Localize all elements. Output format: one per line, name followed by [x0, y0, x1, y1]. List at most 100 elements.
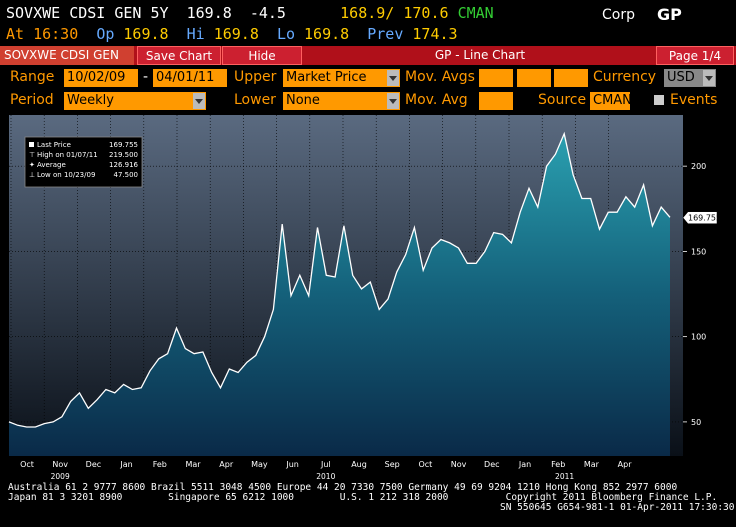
y-tick-label: 50 — [691, 418, 701, 427]
range-separator: - — [143, 69, 149, 85]
upper-label: Upper — [234, 69, 277, 85]
x-tick-label: Jan — [119, 460, 132, 469]
at-label: At — [6, 25, 25, 43]
y-tick-label: 100 — [691, 333, 706, 342]
chevron-down-icon[interactable] — [193, 93, 205, 109]
high-marker-icon: ⊤ — [29, 151, 35, 159]
hi-label: Hi — [186, 25, 205, 43]
x-tick-label: Jan — [518, 460, 531, 469]
period-value: Weekly — [67, 93, 114, 108]
range-end-input[interactable]: 04/01/11 — [153, 69, 227, 87]
x-tick-label: Oct — [418, 460, 432, 469]
save-chart-button[interactable]: Save Chart — [137, 46, 221, 65]
lower-label: Lower — [234, 92, 276, 108]
y-axis: 50 100 150 200 — [683, 162, 706, 427]
x-tick-label: Jun — [285, 460, 299, 469]
footer-serial: SN 550645 G654-981-1 01-Apr-2011 17:30:3… — [500, 502, 735, 513]
currency-label: Currency — [593, 69, 657, 85]
lower-value: None — [286, 93, 320, 108]
mov-avg-lower-input[interactable] — [479, 92, 513, 110]
chevron-down-icon[interactable] — [387, 70, 399, 86]
function-code: GP — [657, 5, 682, 24]
period-label: Period — [10, 92, 54, 108]
menubar: SOVXWE CDSI GEN Save Chart Hide GP - Lin… — [0, 46, 736, 65]
legend: Last Price 169.755 ⊤ High on 01/07/11 21… — [24, 136, 143, 188]
low-marker-icon: ⊥ — [29, 171, 35, 179]
range-start-input[interactable]: 10/02/09 — [64, 69, 138, 87]
currency-value: USD — [667, 70, 695, 85]
events-checkbox[interactable] — [654, 95, 664, 105]
x-tick-label: Mar — [185, 460, 201, 469]
y-tick-label: 200 — [691, 162, 706, 171]
at-value: 16:30 — [33, 25, 79, 43]
chevron-down-icon[interactable] — [387, 93, 399, 109]
op-label: Op — [96, 25, 115, 43]
source-input[interactable]: CMAN — [590, 92, 632, 110]
x-year-label: 2011 — [555, 472, 574, 481]
chevron-down-icon[interactable] — [703, 70, 715, 86]
legend-high-value: 219.500 — [109, 151, 138, 159]
security-tab[interactable]: SOVXWE CDSI GEN — [0, 46, 134, 65]
op-value: 169.8 — [123, 25, 169, 43]
legend-low-value: 47.500 — [114, 171, 139, 179]
upper-value: Market Price — [286, 70, 367, 85]
legend-high: High on 01/07/11 — [37, 151, 98, 159]
ticker: SOVXWE CDSI GEN 5Y — [6, 4, 169, 22]
x-year-label: 2009 — [51, 472, 70, 481]
x-tick-label: Oct — [20, 460, 34, 469]
page-indicator[interactable]: Page 1/4 — [656, 46, 734, 65]
average-marker-icon: ✦ — [29, 161, 35, 169]
x-tick-label: Dec — [86, 460, 101, 469]
mov-avg-1-input[interactable] — [479, 69, 513, 87]
legend-average-value: 126.916 — [109, 161, 138, 169]
lo-value: 169.8 — [304, 25, 350, 43]
x-tick-label: Nov — [52, 460, 68, 469]
prev-value: 174.3 — [412, 25, 458, 43]
legend-low: Low on 10/23/09 — [37, 171, 95, 179]
bid-ask: 168.9/ 170.6 — [340, 4, 449, 22]
change: -4.5 — [249, 4, 286, 22]
price-area — [9, 133, 670, 457]
quote-row: At 16:30 Op 169.8 Hi 169.8 Lo 169.8 Prev… — [6, 25, 458, 43]
last-price-tag: 169.755 — [682, 211, 721, 224]
range-label: Range — [10, 69, 55, 85]
x-tick-label: Feb — [153, 460, 167, 469]
chart-title: GP - Line Chart — [434, 48, 526, 62]
period-select[interactable]: Weekly — [64, 92, 206, 110]
mov-avg-3-input[interactable] — [554, 69, 588, 87]
pricing-source: CMAN — [457, 4, 494, 22]
footer-contacts-1: Australia 61 2 9777 8600 Brazil 5511 304… — [8, 482, 678, 493]
footer-contacts-2: Japan 81 3 3201 8900 Singapore 65 6212 1… — [8, 492, 718, 503]
x-axis: Oct Nov Dec Jan Feb Mar Apr May Jun Jul Aug Sep Oct N… — [20, 460, 632, 481]
x-tick-label: Apr — [219, 460, 234, 469]
x-tick-label: Sep — [385, 460, 400, 469]
price-line-chart[interactable]: 50 100 150 200 Oct Nov Dec Jan Feb Mar Apr May Jun J… — [7, 113, 729, 519]
chart-controls: Range 10/02/09 - 04/01/11 Upper Market P… — [0, 66, 736, 112]
market-sector: Corp — [602, 7, 635, 23]
currency-select[interactable]: USD — [664, 69, 716, 87]
last-price-tag-value: 169.755 — [688, 214, 721, 223]
upper-select[interactable]: Market Price — [283, 69, 400, 87]
x-tick-label: Jul — [320, 460, 331, 469]
hide-button[interactable]: Hide — [222, 46, 302, 65]
x-tick-label: Apr — [618, 460, 633, 469]
x-tick-label: May — [251, 460, 268, 469]
mov-avgs-label: Mov. Avgs — [405, 69, 475, 85]
hi-value: 169.8 — [213, 25, 259, 43]
price-line — [8, 131, 671, 428]
legend-average: Average — [37, 161, 66, 169]
x-tick-label: Aug — [351, 460, 367, 469]
legend-last-price: Last Price — [37, 141, 71, 149]
x-tick-label: Dec — [484, 460, 499, 469]
prev-label: Prev — [367, 25, 404, 43]
header-row: SOVXWE CDSI GEN 5Y 169.8 -4.5 168.9/ 170… — [6, 4, 494, 22]
last-price-swatch — [29, 142, 34, 147]
price: 169.8 — [186, 4, 232, 22]
mov-avg-label: Mov. Avg — [405, 92, 468, 108]
mov-avg-2-input[interactable] — [517, 69, 551, 87]
lower-select[interactable]: None — [283, 92, 400, 110]
x-tick-label: Nov — [451, 460, 467, 469]
events-label: Events — [670, 92, 718, 108]
source-label: Source — [538, 92, 587, 108]
lo-label: Lo — [276, 25, 295, 43]
